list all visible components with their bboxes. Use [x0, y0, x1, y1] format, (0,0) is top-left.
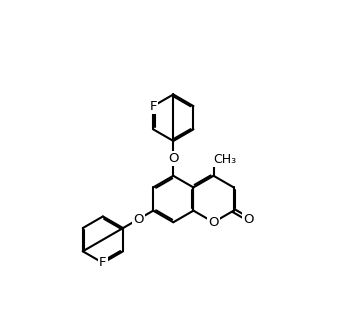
Text: O: O: [208, 216, 219, 229]
Text: F: F: [149, 100, 157, 113]
Text: O: O: [168, 152, 178, 165]
Text: CH₃: CH₃: [214, 153, 237, 166]
Text: O: O: [243, 213, 254, 226]
Text: O: O: [133, 213, 143, 226]
Text: F: F: [99, 256, 107, 269]
